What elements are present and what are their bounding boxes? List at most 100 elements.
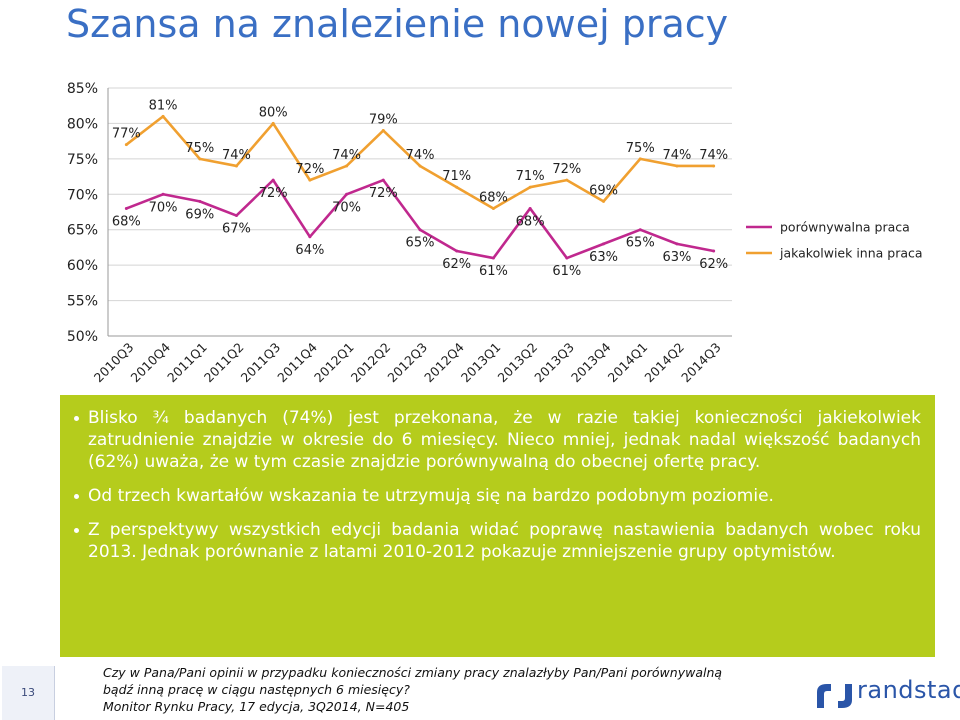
data-point bbox=[491, 256, 495, 260]
bullet-text: Blisko ¾ badanych (74%) jest przekonana,… bbox=[88, 408, 921, 472]
data-label: 70% bbox=[332, 200, 361, 215]
data-point bbox=[455, 249, 459, 253]
data-point bbox=[345, 164, 349, 168]
bullet-dot bbox=[74, 528, 79, 533]
x-tick-label: 2014Q1 bbox=[605, 340, 651, 386]
bullet-text: Z perspektywy wszystkich edycji badania … bbox=[88, 520, 921, 562]
x-tick-label: 2012Q1 bbox=[311, 340, 357, 386]
logo-wordmark: randstad bbox=[857, 676, 960, 704]
data-label: 63% bbox=[662, 250, 691, 265]
x-axis: 2010Q32010Q42011Q12011Q22011Q32011Q42012… bbox=[91, 335, 732, 386]
data-label: 81% bbox=[149, 98, 178, 113]
data-point bbox=[198, 199, 202, 203]
y-axis: 85% 80% 75% 70% 65% 60% 55% 50% bbox=[67, 81, 109, 345]
summary-bullet-1: Blisko ¾ badanych (74%) jest przekonana,… bbox=[74, 407, 921, 473]
x-tick-label: 2013Q2 bbox=[495, 340, 541, 386]
y-tick-label: 55% bbox=[67, 294, 98, 310]
y-tick-label: 80% bbox=[67, 116, 98, 132]
data-point bbox=[198, 157, 202, 161]
data-label: 72% bbox=[259, 186, 288, 201]
footnote-source: Monitor Rynku Pracy, 17 edycja, 3Q2014, … bbox=[103, 699, 410, 714]
data-point bbox=[418, 228, 422, 232]
data-point bbox=[234, 214, 238, 218]
data-label: 74% bbox=[332, 148, 361, 163]
data-label: 61% bbox=[479, 264, 508, 279]
data-point bbox=[161, 114, 165, 118]
data-point bbox=[271, 178, 275, 182]
data-point bbox=[528, 206, 532, 210]
summary-box: Blisko ¾ badanych (74%) jest przekonana,… bbox=[60, 395, 935, 657]
data-point bbox=[418, 164, 422, 168]
data-label: 77% bbox=[112, 127, 141, 142]
data-label: 67% bbox=[222, 222, 251, 237]
data-label: 62% bbox=[699, 257, 728, 272]
y-tick-label: 60% bbox=[67, 258, 98, 274]
data-point bbox=[124, 206, 128, 210]
x-tick-label: 2014Q3 bbox=[678, 340, 724, 386]
data-label: 74% bbox=[662, 148, 691, 163]
data-point bbox=[308, 235, 312, 239]
page-number: 13 bbox=[21, 686, 35, 699]
x-tick-label: 2013Q4 bbox=[568, 339, 614, 385]
data-label: 79% bbox=[369, 113, 398, 128]
x-tick-label: 2012Q3 bbox=[384, 340, 430, 386]
y-tick-label: 85% bbox=[67, 81, 98, 97]
x-tick-label: 2010Q3 bbox=[91, 340, 137, 386]
data-point bbox=[308, 178, 312, 182]
data-label: 63% bbox=[589, 250, 618, 265]
chart-legend: porównywalna praca jakakolwiek inna praca bbox=[746, 220, 923, 261]
page-number-box: 13 bbox=[2, 666, 55, 720]
summary-bullet-2: Od trzech kwartałów wskazania te utrzymu… bbox=[74, 485, 921, 507]
summary-bullet-3: Z perspektywy wszystkich edycji badania … bbox=[74, 519, 921, 563]
data-label: 72% bbox=[369, 186, 398, 201]
y-tick-label: 65% bbox=[67, 223, 98, 239]
x-tick-label: 2011Q3 bbox=[238, 340, 284, 386]
data-label: 65% bbox=[406, 236, 435, 251]
data-point bbox=[345, 192, 349, 196]
x-tick-label: 2012Q2 bbox=[348, 340, 394, 386]
data-label: 74% bbox=[406, 148, 435, 163]
data-point bbox=[675, 242, 679, 246]
data-point bbox=[381, 129, 385, 133]
data-label: 65% bbox=[626, 236, 655, 251]
data-point bbox=[602, 199, 606, 203]
data-point bbox=[271, 121, 275, 125]
x-tick-label: 2012Q4 bbox=[421, 339, 467, 385]
data-label: 71% bbox=[442, 169, 471, 184]
randstad-logo: randstad bbox=[815, 676, 960, 710]
x-tick-label: 2011Q4 bbox=[274, 339, 320, 385]
survey-footnote: Czy w Pana/Pani opinii w przypadku konie… bbox=[103, 664, 743, 715]
y-tick-label: 50% bbox=[67, 329, 98, 345]
data-label: 74% bbox=[222, 148, 251, 163]
data-point bbox=[381, 178, 385, 182]
chart-series: 68% 70% 69% 67% 72% 64% 70% 72% 65% 62% 61% 68% 61% 6… bbox=[112, 98, 728, 279]
randstad-logo-icon bbox=[817, 684, 852, 708]
data-label: 75% bbox=[185, 141, 214, 156]
bullet-dot bbox=[74, 416, 79, 421]
data-label: 71% bbox=[516, 169, 545, 184]
footnote-question-line-2: bądź inną pracę w ciągu następnych 6 mie… bbox=[103, 682, 410, 697]
data-label: 61% bbox=[552, 264, 581, 279]
legend-label: porównywalna praca bbox=[780, 220, 910, 235]
bullet-dot bbox=[74, 494, 79, 499]
data-label: 80% bbox=[259, 105, 288, 120]
page-title: Szansa na znalezienie nowej pracy bbox=[66, 2, 729, 46]
x-tick-label: 2014Q2 bbox=[641, 340, 687, 386]
line-chart: 85%80%75%70%65%60%55%50% 2010Q32010Q4201… bbox=[67, 81, 923, 386]
data-label: 68% bbox=[516, 214, 545, 229]
data-point bbox=[124, 143, 128, 147]
data-point bbox=[712, 249, 716, 253]
y-tick-label: 70% bbox=[67, 187, 98, 203]
data-point bbox=[455, 185, 459, 189]
data-label: 72% bbox=[295, 162, 324, 177]
data-point bbox=[712, 164, 716, 168]
data-point bbox=[565, 178, 569, 182]
data-label: 69% bbox=[589, 183, 618, 198]
data-label: 74% bbox=[699, 148, 728, 163]
data-label: 72% bbox=[552, 162, 581, 177]
data-label: 70% bbox=[149, 200, 178, 215]
x-tick-label: 2010Q4 bbox=[127, 339, 173, 385]
data-point bbox=[602, 242, 606, 246]
y-tick-label: 75% bbox=[67, 152, 98, 168]
data-point bbox=[638, 157, 642, 161]
